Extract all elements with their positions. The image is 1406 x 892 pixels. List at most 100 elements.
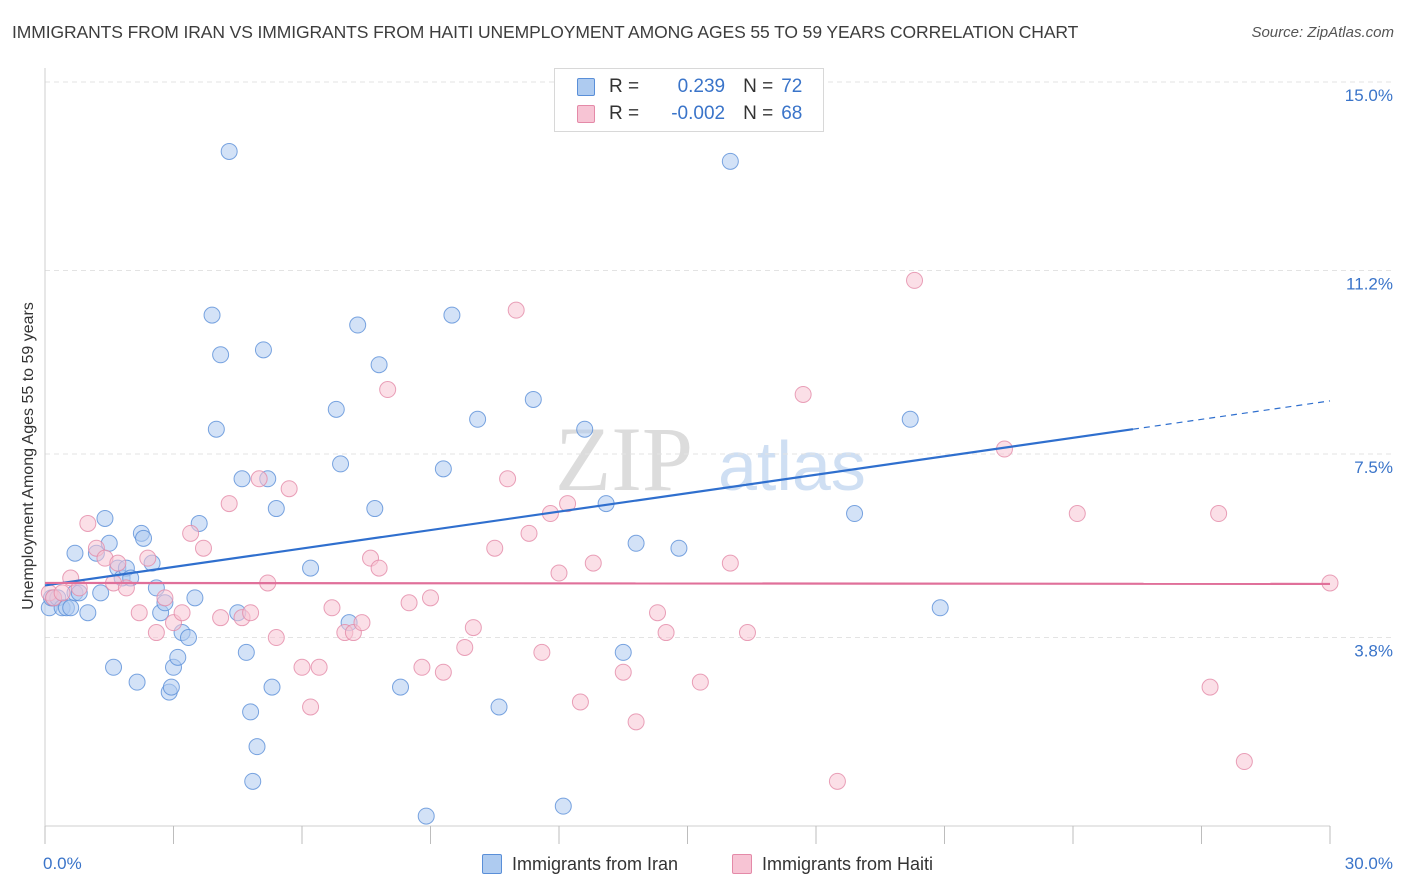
point-haiti-38 [413,658,431,676]
point-haiti-64 [1068,505,1086,523]
point-iran-38 [220,142,238,160]
point-haiti-56 [657,624,675,642]
point-iran-68 [670,539,688,557]
point-iran-61 [490,698,508,716]
point-haiti-22 [242,604,260,622]
trendline-iran [44,428,1134,587]
point-haiti-62 [906,271,924,289]
bottom-legend-swatch-haiti [732,854,752,874]
y-axis-title: Unemployment Among Ages 55 to 59 years [20,302,37,610]
point-haiti-52 [584,554,602,572]
point-iran-57 [417,807,435,825]
point-haiti-29 [310,658,328,676]
point-haiti-47 [533,643,551,661]
point-haiti-35 [370,559,388,577]
point-haiti-57 [691,673,709,691]
point-iran-42 [242,703,260,721]
y-tick-label-1: 7.5% [1354,458,1393,477]
point-iran-55 [370,356,388,374]
trendlines [44,400,1331,587]
point-haiti-5 [79,514,97,532]
point-haiti-41 [456,638,474,656]
point-haiti-65 [1201,678,1219,696]
legend-row-haiti: R = -0.002 N = 68 [577,102,802,126]
point-haiti-28 [302,698,320,716]
point-haiti-49 [550,564,568,582]
point-haiti-12 [139,549,157,567]
point-iran-72 [931,599,949,617]
point-haiti-14 [156,589,174,607]
point-iran-12 [92,584,110,602]
legend-n-label: N = [743,76,774,97]
axes [44,68,1331,844]
legend-r-label: R = [609,76,640,97]
point-iran-30 [169,648,187,666]
point-iran-7 [66,544,84,562]
point-haiti-39 [422,589,439,607]
grid [45,81,1392,639]
legend-row-iran: R = 0.239 N = 72 [577,75,802,99]
point-iran-33 [186,589,204,607]
point-iran-70 [846,505,864,523]
point-haiti-43 [486,539,504,557]
point-iran-59 [443,306,461,324]
point-haiti-27 [293,658,311,676]
bottom-legend-label-haiti: Immigrants from Haiti [762,853,934,874]
point-iran-13 [96,509,114,527]
y-tick-label-0: 3.8% [1354,642,1393,661]
point-haiti-59 [738,624,756,642]
point-iran-41 [237,643,255,661]
point-iran-35 [203,306,221,324]
point-haiti-67 [1235,753,1253,771]
point-iran-66 [614,643,632,661]
point-iran-47 [263,678,281,696]
point-iran-6 [62,599,80,617]
point-iran-67 [627,534,645,552]
point-haiti-60 [794,385,812,403]
point-iran-15 [105,658,123,676]
point-iran-71 [901,410,919,428]
bottom-legend-label-iran: Immigrants from Iran [512,853,679,874]
point-iran-45 [254,341,272,359]
point-haiti-46 [520,524,538,542]
point-iran-54 [366,500,384,518]
legend-swatch-iran [577,78,595,96]
point-iran-62 [524,390,542,408]
point-haiti-55 [649,604,667,622]
x-tick-label-max: 30.0% [1345,854,1393,873]
point-haiti-26 [280,480,298,498]
point-iran-28 [162,678,180,696]
point-haiti-25 [267,629,285,647]
point-haiti-45 [507,301,525,319]
data-points [40,142,1339,825]
point-iran-37 [212,346,230,364]
point-iran-44 [248,738,266,756]
point-haiti-30 [323,599,341,617]
point-haiti-9 [109,554,127,572]
point-iran-49 [302,559,320,577]
point-iran-20 [128,673,146,691]
point-iran-64 [576,420,594,438]
point-iran-60 [469,410,487,428]
point-haiti-16 [173,604,191,622]
point-haiti-50 [559,495,577,513]
y-tick-label-3: 15.0% [1345,86,1393,105]
point-haiti-23 [250,470,268,488]
point-haiti-20 [220,495,238,513]
point-iran-53 [349,316,367,334]
source-label: Source: ZipAtlas.com [1251,24,1394,41]
correlation-legend: R = 0.239 N = 72 R = -0.002 N = 68 [554,68,824,132]
legend-r-label: R = [609,103,640,124]
x-tick-label-min: 0.0% [43,854,82,873]
trendline-iran-extension [1132,400,1331,430]
point-haiti-18 [194,539,212,557]
trendline-haiti [44,581,1331,586]
bottom-legend-swatch-iran [482,854,502,874]
bottom-legend-haiti: Immigrants from Haiti [732,850,933,878]
point-haiti-37 [400,594,418,612]
point-iran-58 [434,460,452,478]
point-iran-43 [244,772,262,790]
point-haiti-40 [434,663,452,681]
point-haiti-44 [499,470,517,488]
tick-labels: 3.8% 7.5% 11.2% 15.0% 0.0% 30.0% [43,86,1393,873]
